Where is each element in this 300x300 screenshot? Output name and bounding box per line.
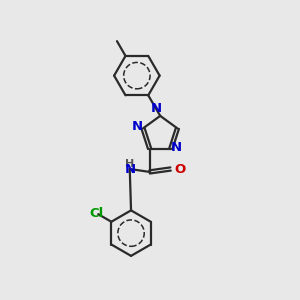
- Text: N: N: [171, 141, 182, 154]
- Text: H: H: [124, 159, 134, 169]
- Text: N: N: [125, 164, 136, 176]
- Text: Cl: Cl: [90, 207, 104, 220]
- Text: O: O: [174, 163, 186, 176]
- Text: N: N: [132, 120, 143, 134]
- Text: N: N: [151, 102, 162, 115]
